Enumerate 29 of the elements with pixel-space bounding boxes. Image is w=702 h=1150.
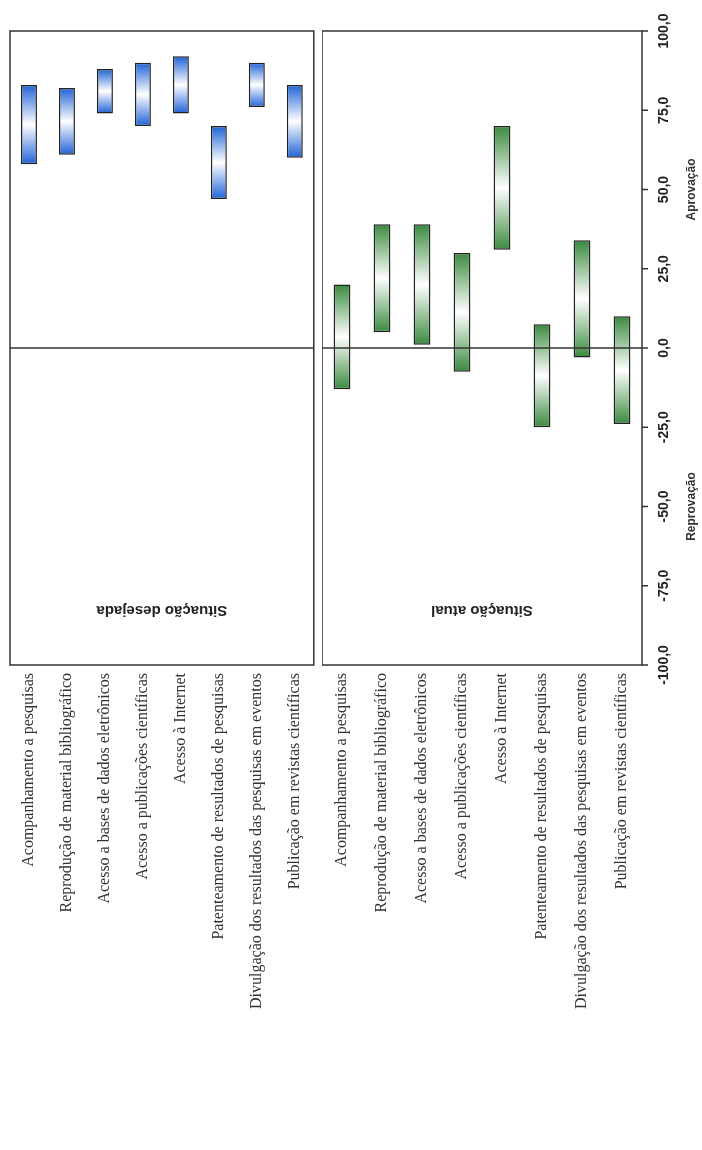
x-tick-label: Acompanhamento a pesquisas	[332, 673, 351, 867]
x-tick-label: Publicação em revistas científicas	[285, 673, 303, 890]
x-tick-label: Acesso a bases de dados eletrônicos	[412, 673, 430, 904]
y-tick-label: -100,0	[654, 644, 671, 685]
y-tick-label: -25,0	[654, 411, 671, 444]
y-tick-label: 100,0	[654, 13, 671, 49]
text: Aprovação	[684, 158, 699, 221]
x-tick-label: Acompanhamento a pesquisas	[19, 673, 38, 867]
x-tick-label: Reprodução de material bibliográfico	[372, 673, 391, 913]
x-tick-label: Reprodução de material bibliográfico	[57, 673, 76, 913]
y-tick-label: 0,0	[654, 338, 671, 358]
y-tick-label: 25,0	[654, 254, 671, 283]
x-tick-label: Divulgação dos resultados das pesquisas em eventos	[572, 673, 591, 1009]
x-tick-label: Patenteamento de resultados de pesquisas	[209, 673, 228, 940]
text: Situação desejada	[95, 602, 228, 620]
y-tick-label: 50,0	[654, 175, 671, 204]
x-tick-label: Publicação em revistas científicas	[612, 673, 631, 890]
y-tick-label: 75,0	[654, 96, 671, 124]
x-tick-label: Divulgação dos resultados das pesquisas em eventos	[247, 673, 266, 1009]
x-tick-label: Acesso a bases de dados eletrônicos	[95, 673, 113, 904]
y-tick-label: -50,0	[654, 490, 671, 523]
text: Situação atual	[431, 602, 533, 620]
x-tick-label: Acesso a publicações científicas	[133, 673, 152, 880]
x-tick-label: Acesso à Internet	[171, 672, 189, 785]
text: Reprovação	[684, 472, 699, 541]
x-tick-label: Patenteamento de resultados de pesquisas	[532, 673, 551, 940]
x-tick-label: Acesso à Internet	[492, 672, 510, 785]
y-tick-label: -75,0	[654, 569, 671, 602]
x-tick-label: Acesso a publicações científicas	[452, 673, 471, 880]
